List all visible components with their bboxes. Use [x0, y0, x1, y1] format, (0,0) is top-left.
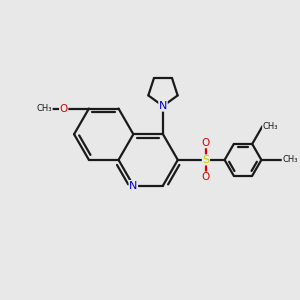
- Text: N: N: [159, 101, 167, 111]
- Text: O: O: [202, 172, 210, 182]
- Text: CH₃: CH₃: [37, 104, 52, 113]
- Text: S: S: [202, 155, 209, 165]
- Text: O: O: [60, 103, 68, 114]
- Text: O: O: [202, 138, 210, 148]
- Text: N: N: [129, 181, 137, 190]
- Text: CH₃: CH₃: [262, 122, 278, 130]
- Text: CH₃: CH₃: [282, 155, 298, 164]
